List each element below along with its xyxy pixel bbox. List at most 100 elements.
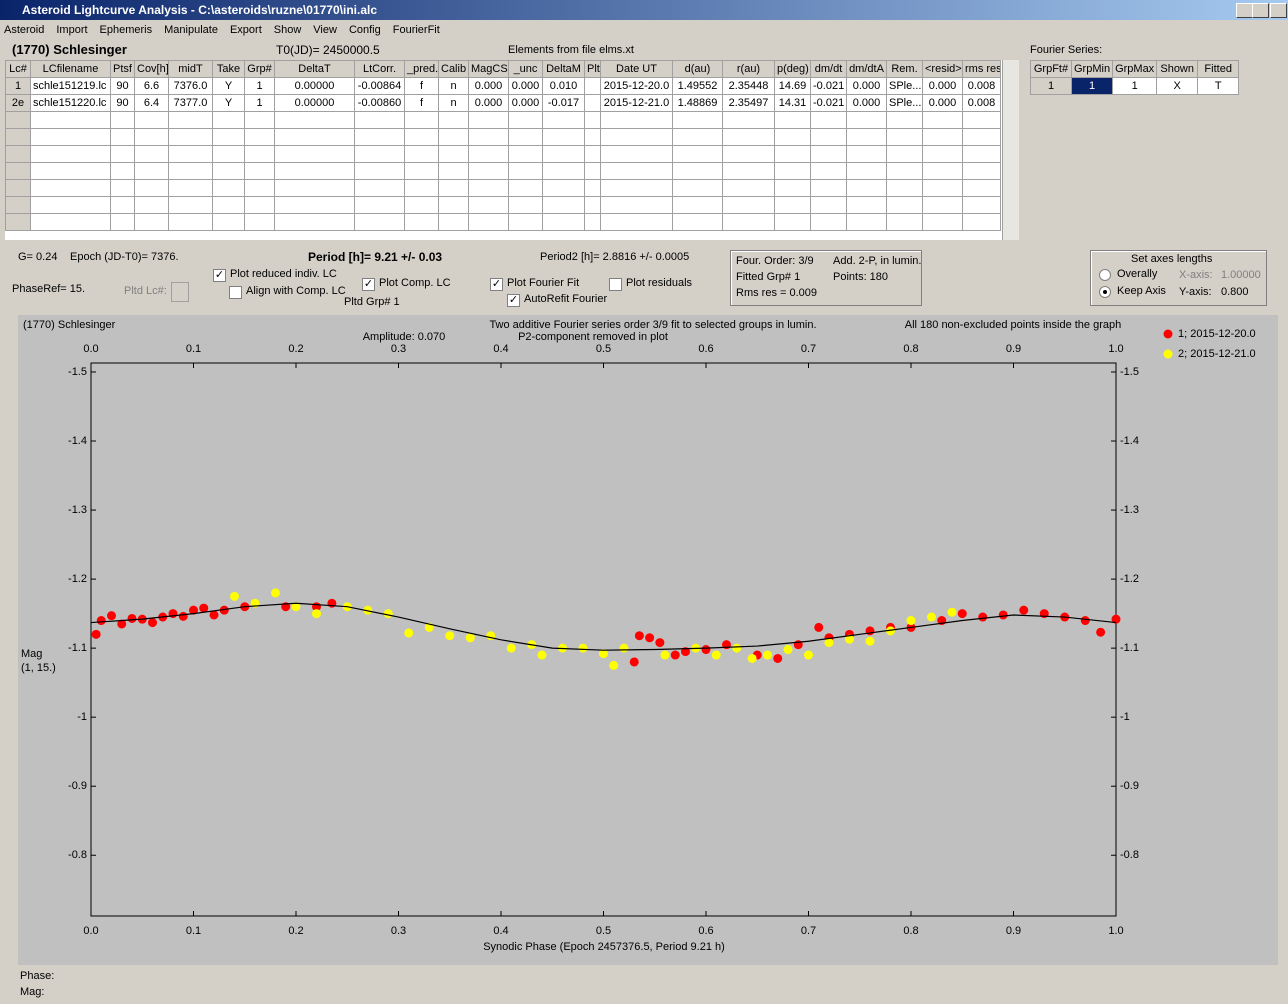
checkbox[interactable]: ✓ xyxy=(213,269,226,282)
table-cell xyxy=(30,145,111,163)
checkbox[interactable]: ✓ xyxy=(362,278,375,291)
pltd-lc-label: Pltd Lc#: xyxy=(124,285,167,297)
menu-item[interactable]: FourierFit xyxy=(392,24,440,36)
fourier-label: Fourier Series: xyxy=(1030,44,1103,56)
y-tick-label-right: -1.5 xyxy=(1120,366,1139,378)
table-cell: 0.008 xyxy=(962,77,1001,95)
checkbox-label[interactable]: AutoRefit Fourier xyxy=(524,293,608,305)
table-cell: 1 xyxy=(244,77,275,95)
checkbox[interactable]: ✓ xyxy=(507,294,520,307)
data-point xyxy=(1096,627,1106,637)
x-tick-label-top: 0.2 xyxy=(288,343,303,355)
table-cell xyxy=(600,196,673,214)
table-cell: -0.021 xyxy=(810,77,847,95)
checkbox[interactable] xyxy=(609,278,622,291)
table-cell xyxy=(134,196,169,214)
checkbox[interactable]: ✓ xyxy=(490,278,503,291)
maximize-button[interactable] xyxy=(1252,3,1269,18)
table-cell xyxy=(672,162,723,180)
fourier-table-area: GrpFt# GrpMin GrpMax Shown Fitted 1 1 1 X T xyxy=(1030,60,1240,95)
table-cell xyxy=(438,145,469,163)
table-cell xyxy=(168,145,213,163)
table-cell: n xyxy=(438,94,469,112)
table-cell: T xyxy=(1197,77,1240,95)
menu-item[interactable]: Ephemeris xyxy=(99,24,153,36)
checkbox-label[interactable]: Plot residuals xyxy=(626,277,693,289)
table-row xyxy=(5,179,1001,197)
column-header: d(au) xyxy=(672,60,723,78)
radio-label[interactable]: Overally xyxy=(1117,268,1158,280)
table-cell xyxy=(774,162,811,180)
table-cell: Y xyxy=(212,77,245,95)
table-cell xyxy=(110,145,135,163)
minimize-button[interactable] xyxy=(1236,3,1253,18)
x-tick-label: 0.9 xyxy=(1006,925,1021,937)
menu-item[interactable]: View xyxy=(313,24,337,36)
table-cell: 6.4 xyxy=(134,94,169,112)
data-point xyxy=(1111,614,1121,624)
table-cell xyxy=(672,128,723,146)
close-button[interactable] xyxy=(1270,3,1287,18)
table-cell xyxy=(846,196,887,214)
table-cell xyxy=(168,111,213,129)
table-cell xyxy=(810,128,847,146)
scrollbar[interactable] xyxy=(1002,60,1019,240)
menu-item[interactable]: Import xyxy=(56,24,88,36)
table-cell xyxy=(274,162,355,180)
table-cell xyxy=(584,162,601,180)
data-point xyxy=(629,657,639,667)
elements-label: Elements from file elms.xt xyxy=(508,44,634,56)
chart-title: (1770) Schlesinger xyxy=(23,319,116,331)
checkbox-label[interactable]: Align with Comp. LC xyxy=(246,285,346,297)
table-cell: 2015-12-20.0 xyxy=(600,77,673,95)
table-cell xyxy=(134,162,169,180)
menu-item[interactable]: Asteroid xyxy=(4,24,45,36)
table-cell xyxy=(244,111,275,129)
table-cell xyxy=(134,179,169,197)
table-cell xyxy=(438,196,469,214)
data-point xyxy=(865,626,875,636)
checkbox-label[interactable]: Plot Comp. LC xyxy=(379,277,451,289)
table-cell xyxy=(134,145,169,163)
menu-item[interactable]: Config xyxy=(348,24,381,36)
table-cell xyxy=(468,162,509,180)
checkbox[interactable] xyxy=(229,286,242,299)
table-cell: 90 xyxy=(110,94,135,112)
status-mag: Mag: xyxy=(20,986,45,998)
x-tick-label: 0.8 xyxy=(903,925,918,937)
y-tick-label: -0.9 xyxy=(68,780,87,792)
table-cell xyxy=(468,213,509,231)
table-cell xyxy=(886,162,923,180)
table-cell: 0.000 xyxy=(922,77,963,95)
pltd-lc-spinner[interactable] xyxy=(171,282,189,302)
checkbox-label[interactable]: Plot reduced indiv. LC xyxy=(230,268,337,280)
data-point xyxy=(363,605,373,615)
radio-label[interactable]: Keep Axis xyxy=(1117,285,1166,297)
table-cell xyxy=(212,111,245,129)
table-row xyxy=(5,111,1001,129)
table-cell xyxy=(922,111,963,129)
x-tick-label-top: 0.9 xyxy=(1006,343,1021,355)
menu-item[interactable]: Export xyxy=(229,24,262,36)
table-cell: f xyxy=(404,77,439,95)
x-tick-label: 0.3 xyxy=(391,925,406,937)
table-cell: 6.6 xyxy=(134,77,169,95)
table-cell xyxy=(672,213,723,231)
checkbox-label[interactable]: Plot Fourier Fit xyxy=(507,277,580,289)
table-cell: 2015-12-21.0 xyxy=(600,94,673,112)
table-cell xyxy=(468,111,509,129)
data-point xyxy=(199,603,209,613)
table-cell: Y xyxy=(212,94,245,112)
table-cell xyxy=(846,213,887,231)
table-cell xyxy=(886,196,923,214)
table-cell: 0.000 xyxy=(922,94,963,112)
pltd-grp-label: Pltd Grp# 1 xyxy=(344,296,400,308)
lc-table-area: Lc# LCfilename Ptsf Cov[h] midT Take Grp# Delta… xyxy=(5,60,1018,240)
column-header: rms res xyxy=(962,60,1001,78)
data-point xyxy=(747,653,757,663)
radio[interactable] xyxy=(1099,286,1111,298)
menu-item[interactable]: Show xyxy=(273,24,302,36)
radio[interactable] xyxy=(1099,269,1111,281)
menu-item[interactable]: Manipulate xyxy=(164,24,218,36)
table-cell xyxy=(274,213,355,231)
